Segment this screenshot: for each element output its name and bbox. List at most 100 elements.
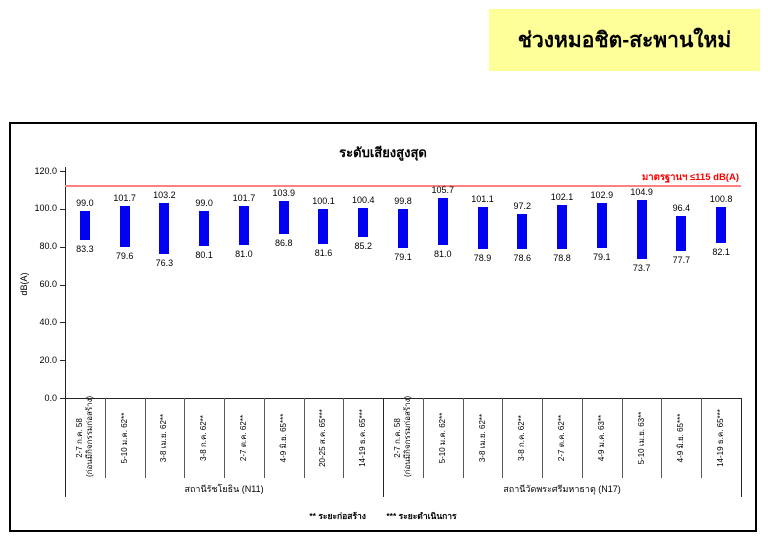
- category-separator: [263, 398, 265, 478]
- x-axis-line: [65, 398, 741, 399]
- bar-max-label: 101.7: [232, 192, 256, 203]
- station-group-label: สถานีรัชโยธิน (N11): [184, 484, 264, 494]
- bar-max-label: 96.4: [672, 202, 691, 213]
- category-separator: [542, 398, 544, 478]
- range-bar: [358, 208, 369, 237]
- range-bar: [437, 198, 448, 245]
- bar-min-label: 81.6: [314, 247, 333, 258]
- footnote: ** ระยะก่อสร้าง *** ระยะดำเนินการ: [11, 509, 755, 523]
- bar-min-label: 80.1: [195, 250, 213, 261]
- x-category-label: 14-19 ธ.ค. 65***: [681, 399, 761, 477]
- range-bar: [119, 205, 130, 248]
- range-bar: [557, 204, 568, 249]
- y-tick-label: 60.0: [39, 279, 57, 289]
- range-bar: [517, 214, 528, 250]
- bar-min-label: 78.9: [473, 252, 492, 263]
- range-bar: [676, 215, 687, 251]
- y-tick-mark: [60, 284, 65, 286]
- y-tick-label: 0.0: [44, 392, 57, 403]
- range-bar: [477, 206, 488, 249]
- range-bar: [398, 209, 408, 249]
- y-tick-mark: [60, 322, 65, 324]
- x-category-label-line: 2-7 ก.ค. 58: [74, 418, 84, 458]
- category-separator: [224, 398, 226, 478]
- category-separator: [343, 398, 345, 478]
- range-bar: [318, 208, 329, 244]
- y-tick-mark: [60, 246, 65, 248]
- bar-max-label: 99.0: [76, 197, 94, 208]
- footnote-construction-phase: ** ระยะก่อสร้าง: [309, 511, 366, 521]
- x-category-cell: 14-19 ธ.ค. 65***: [701, 398, 741, 478]
- x-category-label-line: 2-7 ก.ค. 58: [392, 418, 402, 458]
- standard-line: [65, 185, 741, 188]
- category-separator: [502, 398, 504, 478]
- section-title: ช่วงหมอชิต-สะพานใหม่: [517, 28, 732, 52]
- x-category-label-line: 14-19 ธ.ค. 65***: [716, 409, 726, 467]
- bar-max-label: 103.2: [153, 189, 176, 200]
- y-tick-label: 80.0: [39, 241, 57, 252]
- range-bar: [596, 203, 607, 249]
- plot-area: 0.0 20.0 40.0 60.0 80.0 100.0 120.0 99.0 83.3 101…: [11, 124, 755, 530]
- bar-min-label: 79.1: [593, 252, 611, 263]
- range-bar: [79, 210, 90, 241]
- y-axis-line: [65, 167, 66, 398]
- bar-min-label: 83.3: [76, 244, 94, 255]
- bar-min-label: 86.8: [274, 237, 293, 248]
- standard-line-label: มาตรฐานฯ ≤115 dB(A): [642, 172, 739, 183]
- bar-min-label: 77.7: [672, 255, 691, 266]
- bar-max-label: 102.9: [590, 190, 614, 201]
- footnote-operation-phase: *** ระยะดำเนินการ: [386, 511, 457, 521]
- bar-min-label: 79.1: [394, 252, 412, 263]
- y-tick-label: 40.0: [39, 316, 57, 327]
- chart-container: ระดับเสียงสูงสุด dB(A) 0.0 20.0 40.0 60.0 80…: [9, 122, 757, 532]
- bar-min-label: 81.0: [235, 248, 253, 259]
- range-bar: [636, 199, 647, 259]
- range-bar: [278, 201, 289, 234]
- range-bar: [159, 202, 170, 254]
- y-tick-mark: [60, 171, 65, 172]
- category-separator: [621, 398, 623, 478]
- bar-max-label: 104.9: [630, 186, 653, 197]
- y-tick-label: 120.0: [34, 165, 57, 176]
- range-bar: [199, 210, 210, 247]
- bar-max-label: 99.8: [394, 196, 412, 207]
- y-tick-label: 20.0: [39, 354, 57, 365]
- range-bar: [716, 207, 727, 243]
- group-boundary-line: [383, 398, 385, 497]
- category-separator: [422, 398, 424, 478]
- bar-min-label: 82.1: [712, 246, 730, 257]
- bar-max-label: 105.7: [431, 185, 455, 196]
- y-tick-mark: [60, 360, 65, 362]
- y-tick-mark: [60, 398, 65, 399]
- category-separator: [184, 398, 186, 478]
- category-separator: [661, 398, 663, 478]
- bar-min-label: 81.0: [433, 248, 452, 259]
- section-title-banner: ช่วงหมอชิต-สะพานใหม่: [489, 9, 760, 71]
- bar-min-label: 73.7: [632, 262, 651, 273]
- bar-max-label: 102.1: [550, 191, 574, 202]
- category-separator: [581, 398, 583, 478]
- y-tick-mark: [60, 208, 65, 210]
- bar-max-label: 99.0: [195, 197, 213, 208]
- bar-min-label: 78.6: [513, 253, 532, 264]
- group-boundary-line: [65, 398, 66, 497]
- bar-max-label: 100.8: [709, 194, 733, 205]
- bar-min-label: 85.2: [354, 240, 372, 251]
- bar-max-label: 97.2: [513, 201, 532, 212]
- bar-max-label: 100.1: [312, 195, 335, 206]
- bar-min-label: 76.3: [155, 257, 174, 268]
- bar-max-label: 100.4: [351, 195, 375, 206]
- group-boundary-line: [741, 398, 742, 497]
- category-separator: [104, 398, 106, 478]
- bar-max-label: 101.7: [113, 192, 136, 203]
- bar-max-label: 101.1: [471, 193, 494, 204]
- chart-title: ระดับเสียงสูงสุด: [339, 145, 427, 160]
- station-group-label: สถานีวัดพระศรีมหาธาตุ (N17): [503, 484, 621, 494]
- category-separator: [462, 398, 464, 478]
- category-separator: [701, 398, 703, 478]
- bar-max-label: 103.9: [272, 188, 295, 199]
- bar-min-label: 79.6: [115, 251, 134, 262]
- category-separator: [144, 398, 146, 478]
- bar-min-label: 78.8: [553, 252, 571, 263]
- y-tick-label: 100.0: [34, 203, 57, 214]
